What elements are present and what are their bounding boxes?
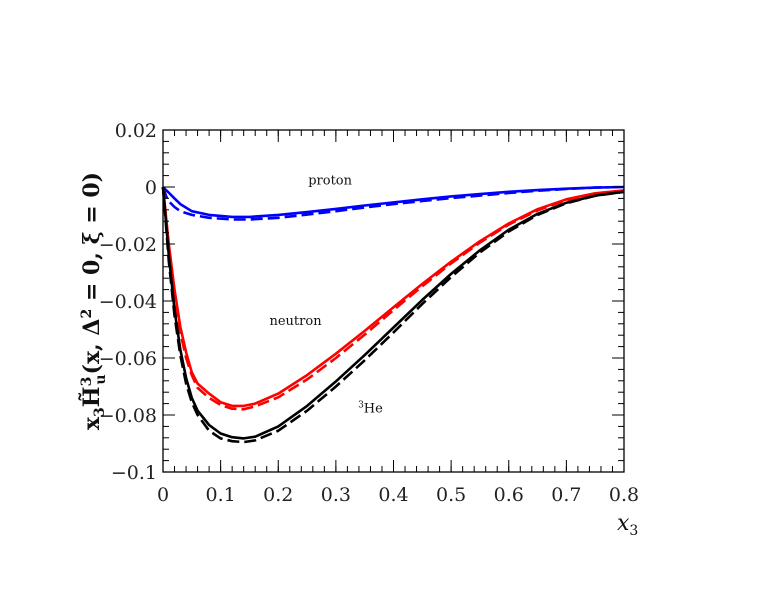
x-axis-title: x3	[617, 511, 638, 539]
x-axis-title-main: x	[617, 511, 630, 536]
series-line-5	[161, 186, 625, 444]
x-tick-label: 0.4	[378, 484, 408, 506]
y-axis-title: x3H̃3u(x, Δ2 = 0, ξ = 0)	[79, 172, 109, 430]
plot-frame	[162, 129, 625, 473]
x-tick-label: 0.8	[609, 484, 639, 506]
annotation-proton: proton	[308, 174, 352, 189]
y-title-h-sup: 3	[79, 377, 95, 387]
x-tick-label: 0.3	[321, 484, 351, 506]
annot-layer: proton neutron 3He	[269, 174, 383, 417]
y-title-args-tail: = 0, ξ = 0)	[79, 172, 105, 309]
y-title-h-sub: u	[93, 374, 109, 384]
y-tick-label: −0.06	[99, 348, 157, 370]
annotation-neutron: neutron	[269, 314, 322, 329]
x-tick-label: 0.5	[436, 484, 466, 506]
y-title-x: x	[79, 416, 105, 430]
y-title-args: (x, Δ	[79, 319, 105, 375]
y-tick-label: 0	[145, 177, 157, 199]
y-title-args-sup: 2	[79, 309, 95, 319]
y-title-h: H̃	[79, 386, 105, 407]
y-tick-label: 0.02	[115, 120, 157, 142]
y-tick-label: −0.1	[111, 462, 157, 484]
x-tick-label: 0.2	[263, 484, 293, 506]
y-title-x-sub: 3	[92, 407, 108, 417]
annotation-main: He	[364, 402, 383, 417]
x-axis-title-sub: 3	[629, 523, 638, 539]
x-tick-label: 0.1	[206, 484, 236, 506]
labels-layer: 0 0.1 0.2 0.3 0.4 0.5 0.6 0.7 0.8 0.02 0 −0.02 −0.04…	[99, 120, 639, 506]
y-tick-label: −0.08	[99, 405, 157, 427]
y-tick-label: −0.04	[99, 291, 157, 313]
x-tick-label: 0.7	[551, 484, 581, 506]
series-line-3	[161, 186, 625, 411]
x-tick-label: 0.6	[494, 484, 524, 506]
annotation-sup: 3	[358, 401, 364, 411]
series-line-4	[161, 186, 625, 440]
x-tick-label: 0	[157, 484, 169, 506]
annotation-he: 3He	[358, 401, 383, 417]
y-tick-label: −0.02	[99, 234, 157, 256]
series-layer	[161, 185, 625, 444]
series-line-1	[161, 185, 625, 221]
